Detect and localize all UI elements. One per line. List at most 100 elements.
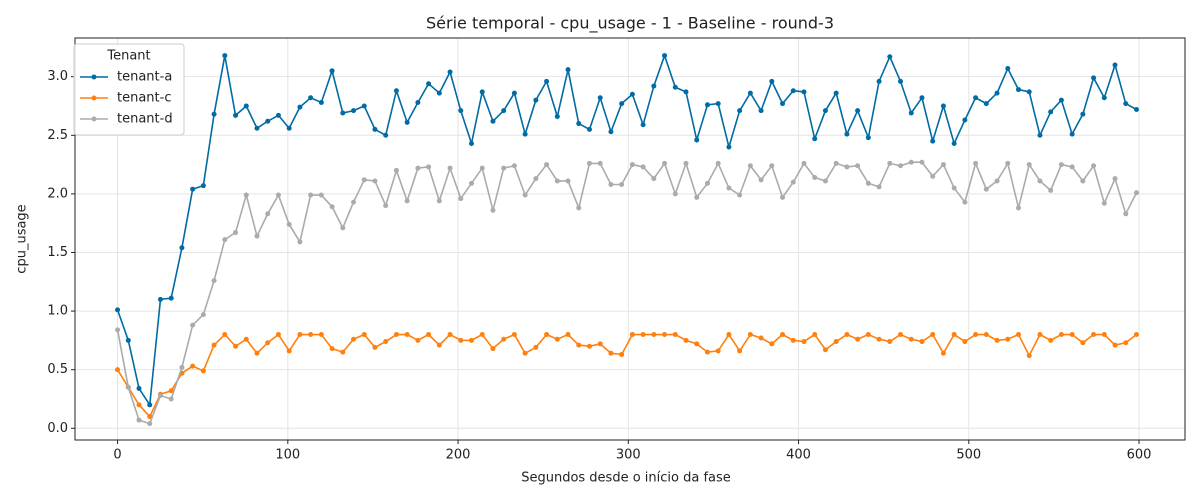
data-point bbox=[479, 332, 485, 338]
data-point bbox=[951, 332, 957, 338]
data-point bbox=[286, 125, 292, 131]
x-tick-label: 100 bbox=[275, 448, 300, 463]
data-point bbox=[1112, 62, 1118, 68]
data-point bbox=[962, 117, 968, 123]
data-point bbox=[726, 185, 732, 191]
data-point bbox=[865, 332, 871, 338]
data-point bbox=[383, 339, 389, 345]
data-point bbox=[147, 414, 153, 420]
x-tick-label: 300 bbox=[616, 448, 641, 463]
data-point bbox=[254, 233, 260, 239]
data-point bbox=[286, 348, 292, 354]
data-point bbox=[1123, 211, 1129, 217]
data-point bbox=[1133, 106, 1139, 112]
data-point bbox=[908, 110, 914, 116]
data-point bbox=[147, 402, 153, 408]
data-point bbox=[179, 245, 185, 251]
data-point bbox=[458, 196, 464, 202]
data-point bbox=[340, 225, 346, 231]
data-point bbox=[930, 332, 936, 338]
data-point bbox=[308, 192, 314, 198]
data-point bbox=[855, 108, 861, 114]
data-point bbox=[994, 178, 1000, 184]
data-point bbox=[436, 342, 442, 348]
legend-marker bbox=[91, 116, 97, 122]
data-point bbox=[458, 337, 464, 343]
data-point bbox=[801, 339, 807, 345]
data-point bbox=[361, 177, 367, 183]
data-point bbox=[297, 332, 303, 338]
data-point bbox=[383, 132, 389, 138]
data-point bbox=[833, 160, 839, 166]
data-point bbox=[243, 192, 249, 198]
data-point bbox=[286, 221, 292, 227]
data-point bbox=[898, 332, 904, 338]
data-point bbox=[243, 336, 249, 342]
data-point bbox=[1058, 162, 1064, 168]
data-point bbox=[533, 344, 539, 350]
data-point bbox=[222, 237, 228, 243]
data-point bbox=[1005, 336, 1011, 342]
data-point bbox=[168, 295, 174, 301]
data-point bbox=[1101, 200, 1107, 206]
data-point bbox=[511, 90, 517, 96]
data-point bbox=[801, 160, 807, 166]
data-point bbox=[758, 177, 764, 183]
data-point bbox=[522, 192, 528, 198]
data-point bbox=[983, 101, 989, 107]
data-point bbox=[1080, 178, 1086, 184]
data-point bbox=[318, 192, 324, 198]
data-point bbox=[833, 339, 839, 345]
data-point bbox=[855, 336, 861, 342]
data-point bbox=[1005, 160, 1011, 166]
series-line bbox=[116, 333, 1137, 418]
data-point bbox=[265, 340, 271, 346]
data-point bbox=[1123, 340, 1129, 346]
data-point bbox=[694, 341, 700, 347]
data-point bbox=[822, 178, 828, 184]
y-tick-label: 3.0 bbox=[47, 69, 68, 84]
data-point bbox=[211, 278, 217, 284]
data-point bbox=[426, 81, 432, 87]
data-point bbox=[919, 339, 925, 345]
data-point bbox=[233, 230, 239, 236]
data-point bbox=[812, 136, 818, 142]
data-point bbox=[351, 199, 357, 205]
data-point bbox=[115, 307, 121, 313]
data-point bbox=[1026, 162, 1032, 168]
data-point bbox=[222, 53, 228, 59]
data-point bbox=[930, 173, 936, 179]
data-point bbox=[619, 101, 625, 107]
data-point bbox=[672, 191, 678, 197]
data-point bbox=[651, 332, 657, 338]
data-point bbox=[318, 99, 324, 105]
data-point bbox=[297, 239, 303, 245]
data-point bbox=[426, 332, 432, 338]
data-point bbox=[973, 95, 979, 101]
data-point bbox=[608, 182, 614, 188]
series-line bbox=[116, 160, 1138, 425]
data-point bbox=[951, 185, 957, 191]
data-point bbox=[404, 198, 410, 204]
data-point bbox=[125, 384, 131, 390]
data-point bbox=[769, 163, 775, 169]
data-point bbox=[608, 129, 614, 135]
data-point bbox=[790, 337, 796, 343]
data-point bbox=[940, 103, 946, 109]
data-point bbox=[501, 108, 507, 114]
data-point bbox=[586, 126, 592, 132]
data-point bbox=[694, 137, 700, 143]
data-point bbox=[190, 322, 196, 328]
data-point bbox=[308, 332, 314, 338]
data-point bbox=[501, 336, 507, 342]
data-point bbox=[340, 349, 346, 355]
data-point bbox=[511, 332, 517, 338]
data-point bbox=[393, 167, 399, 173]
data-point bbox=[1133, 332, 1139, 338]
data-point bbox=[393, 88, 399, 94]
data-point bbox=[501, 165, 507, 171]
data-point bbox=[554, 336, 560, 342]
data-point bbox=[962, 339, 968, 345]
data-point bbox=[265, 211, 271, 217]
data-point bbox=[200, 368, 206, 374]
